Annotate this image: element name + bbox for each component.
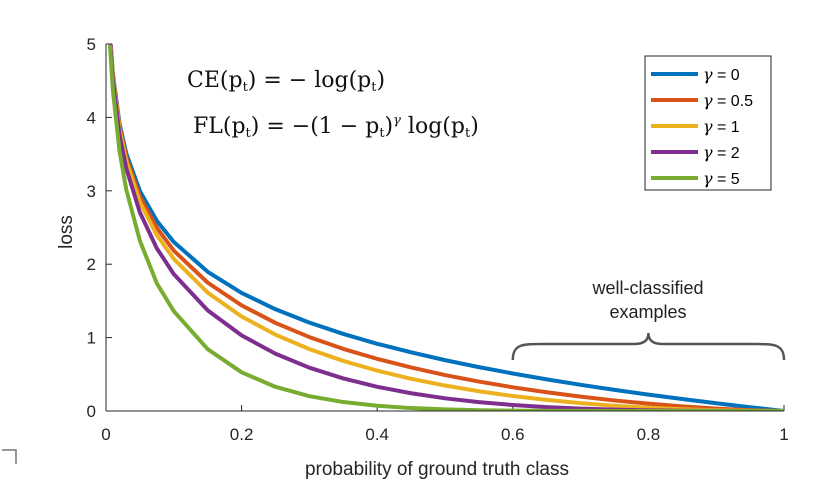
corner-mark xyxy=(2,449,17,464)
x-tick-label: 0 xyxy=(101,425,110,444)
y-axis-label: loss xyxy=(56,215,77,249)
legend-gamma-2: γ xyxy=(703,117,713,136)
ce-formula-sub2: t xyxy=(371,80,377,95)
ce-formula-sub: t xyxy=(243,80,249,95)
legend-label-1: γ = 0.5 xyxy=(703,91,753,110)
fl-formula-sub: t xyxy=(246,126,252,141)
y-tick-label: 1 xyxy=(87,329,96,348)
ce-formula-lhs: CE(p xyxy=(187,68,243,93)
legend-label-3: γ = 2 xyxy=(703,143,740,162)
legend-box xyxy=(644,55,772,191)
legend-value-2: = 1 xyxy=(713,119,740,136)
annotation-brace xyxy=(511,332,786,361)
legend-value-1: = 0.5 xyxy=(713,93,754,110)
legend-label-2: γ = 1 xyxy=(703,117,740,136)
legend-gamma-3: γ xyxy=(703,143,713,162)
tick-labels: 0 0.2 0.4 0.6 0.8 1 0 1 2 3 4 5 xyxy=(87,35,789,444)
fl-formula-sub2: t xyxy=(379,126,385,141)
legend-gamma-4: γ xyxy=(703,169,713,188)
legend-label-0: γ = 0 xyxy=(703,65,740,84)
legend: γ = 0γ = 0.5γ = 1γ = 2γ = 5 xyxy=(644,55,772,191)
fl-formula-mid2: ) xyxy=(385,114,394,139)
legend-value-0: = 0 xyxy=(713,67,740,84)
x-tick-label: 0.6 xyxy=(501,425,525,444)
series-line-4 xyxy=(108,44,784,411)
x-tick-label: 0.8 xyxy=(637,425,661,444)
y-tick-label: 3 xyxy=(87,182,96,201)
fl-formula-sub3: t xyxy=(465,126,471,141)
x-tick-label: 0.2 xyxy=(230,425,254,444)
legend-gamma-1: γ xyxy=(703,91,713,110)
legend-label-4: γ = 5 xyxy=(703,169,740,188)
series-line-2 xyxy=(108,44,784,411)
fl-formula-end: ) xyxy=(470,114,479,139)
ce-formula: CE(pt) = − log(pt) xyxy=(187,68,385,95)
y-tick-label: 0 xyxy=(87,402,96,421)
legend-value-4: = 5 xyxy=(713,171,740,188)
y-tick-label: 2 xyxy=(87,255,96,274)
x-axis-label: probability of ground truth class xyxy=(305,459,569,480)
fl-formula-lhs: FL(p xyxy=(193,114,246,139)
x-tick-label: 0.4 xyxy=(365,425,389,444)
legend-gamma-0: γ xyxy=(703,65,713,84)
fl-formula-mid3: log(p xyxy=(401,114,465,139)
annotation-line2: examples xyxy=(609,302,686,322)
legend-value-3: = 2 xyxy=(713,145,740,162)
x-tick-label: 1 xyxy=(779,425,788,444)
annotation-line1: well-classified xyxy=(591,278,703,298)
ce-formula-end: ) xyxy=(377,68,386,93)
ce-formula-mid: ) = − log(p xyxy=(248,68,371,93)
series-lines xyxy=(108,44,784,411)
fl-formula: FL(pt) = −(1 − pt)γ log(pt) xyxy=(193,113,479,141)
fl-formula-sup: γ xyxy=(393,113,401,128)
y-tick-label: 4 xyxy=(87,108,96,127)
fl-formula-mid1: ) = −(1 − p xyxy=(251,114,380,139)
y-tick-label: 5 xyxy=(87,35,96,54)
